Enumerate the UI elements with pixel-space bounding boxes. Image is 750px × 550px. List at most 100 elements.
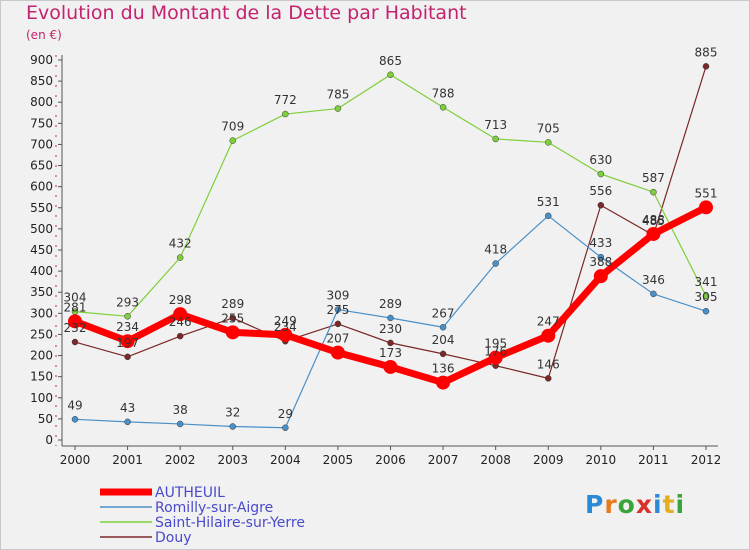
- y-tick-label: 300: [30, 306, 53, 320]
- data-point: [71, 416, 79, 423]
- chart-axes: 0 50 100 150 200 250 300 350 400 450 500 550 600 650 7…: [30, 53, 721, 467]
- x-tick-label: 2005: [323, 453, 354, 467]
- y-tick-label: 400: [30, 264, 53, 278]
- data-point: [702, 63, 710, 70]
- x-tick-label: 2011: [638, 453, 669, 467]
- y-tick-label: 50: [38, 412, 53, 426]
- data-point: [387, 314, 394, 322]
- data-point: [334, 320, 342, 328]
- data-label: 234: [274, 320, 297, 334]
- data-point: [492, 260, 499, 267]
- x-tick-label: 2012: [691, 453, 722, 467]
- data-point: [545, 139, 552, 146]
- y-tick-label: 700: [30, 137, 53, 151]
- data-point: [597, 201, 605, 209]
- data-label: 29: [278, 407, 293, 421]
- data-label: 289: [379, 297, 402, 311]
- legend-label: Romilly-sur-Aigre: [155, 500, 273, 516]
- x-tick-label: 2002: [165, 453, 196, 467]
- y-tick-label: 450: [30, 243, 53, 257]
- data-point: [173, 307, 188, 322]
- y-tick-label: 150: [30, 370, 53, 384]
- y-tick-label: 100: [30, 391, 53, 405]
- data-label: 293: [116, 295, 139, 309]
- data-label: 587: [642, 171, 665, 185]
- data-point: [650, 188, 657, 196]
- data-point: [387, 339, 394, 347]
- y-tick-label: 200: [30, 349, 53, 363]
- data-point: [387, 71, 394, 79]
- data-point: [124, 313, 131, 320]
- data-point: [124, 353, 131, 361]
- x-tick-label: 2001: [112, 453, 143, 467]
- data-label: 885: [695, 45, 718, 59]
- data-label: 230: [379, 322, 402, 336]
- data-label: 38: [173, 403, 188, 417]
- data-label: 255: [221, 311, 244, 325]
- data-label: 705: [537, 121, 560, 135]
- data-label: 176: [484, 345, 507, 359]
- data-point: [597, 253, 605, 261]
- y-tick-label: 750: [30, 116, 53, 130]
- x-tick-label: 2000: [60, 453, 91, 467]
- data-point: [120, 334, 135, 349]
- data-label: 247: [537, 315, 560, 329]
- data-label: 772: [274, 93, 297, 107]
- data-point: [68, 314, 82, 329]
- data-label: 418: [484, 243, 507, 257]
- logo-letter: o: [617, 490, 636, 519]
- data-point: [278, 327, 293, 342]
- x-tick-label: 2004: [270, 453, 301, 467]
- legend-label: Saint-Hilaire-sur-Yerre: [155, 515, 305, 531]
- data-point: [176, 332, 184, 340]
- y-tick-label: 900: [30, 53, 53, 67]
- data-point: [229, 423, 236, 430]
- data-label: 275: [326, 303, 349, 317]
- data-label: 865: [379, 54, 402, 68]
- chart-unit: (en €): [26, 28, 62, 42]
- data-point: [436, 375, 451, 390]
- data-label: 346: [642, 273, 665, 287]
- data-point: [545, 375, 552, 382]
- data-label: 234: [116, 320, 139, 334]
- data-label: 485: [642, 214, 665, 228]
- y-tick-label: 350: [30, 285, 53, 299]
- y-tick-label: 800: [30, 95, 53, 109]
- data-label: 556: [589, 184, 612, 198]
- proxiti-logo: Proxiti: [585, 490, 685, 519]
- y-tick-label: 550: [30, 201, 53, 215]
- logo-letter: r: [604, 490, 618, 519]
- data-point: [699, 200, 713, 215]
- data-label: 531: [537, 195, 560, 209]
- data-label: 488: [642, 213, 665, 227]
- data-label: 305: [695, 290, 718, 304]
- x-tick-label: 2009: [533, 453, 564, 467]
- logo-letter: t: [662, 490, 676, 519]
- data-point: [71, 338, 79, 346]
- data-point: [229, 314, 236, 322]
- logo-letter: x: [635, 490, 653, 519]
- y-tick-label: 600: [30, 180, 53, 194]
- data-label: 630: [589, 153, 612, 167]
- data-label: 146: [537, 357, 560, 371]
- x-tick-label: 2007: [428, 453, 459, 467]
- y-tick-label: 0: [45, 433, 53, 447]
- data-point: [176, 420, 184, 428]
- chart-series: [68, 63, 713, 432]
- data-label: 281: [64, 300, 87, 314]
- data-point: [334, 306, 342, 313]
- data-label: 433: [589, 236, 612, 250]
- data-label: 309: [326, 289, 349, 303]
- data-label: 432: [169, 237, 192, 251]
- chart-data-labels: 232 197 246 289 234 275 230 204 176 146 556 485 885 4…: [64, 45, 718, 420]
- y-tick-label: 250: [30, 327, 53, 341]
- data-label: 304: [64, 291, 87, 305]
- data-label: 709: [221, 120, 244, 134]
- x-tick-label: 2010: [586, 453, 617, 467]
- data-point: [702, 307, 710, 315]
- x-tick-label: 2003: [217, 453, 248, 467]
- data-point: [330, 345, 345, 360]
- data-point: [593, 269, 608, 284]
